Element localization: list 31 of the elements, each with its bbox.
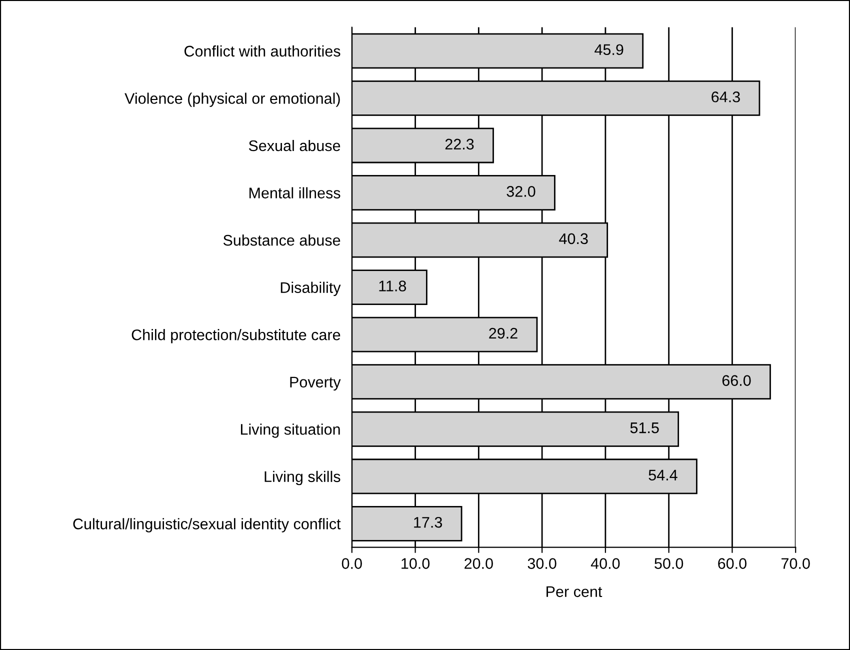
data-label: 51.5 <box>630 422 659 434</box>
y-tick-label: Conflict with authorities <box>184 45 340 57</box>
x-tick-label: 40.0 <box>590 558 620 569</box>
data-label: 17.3 <box>414 516 442 528</box>
y-tick-label: Mental illness <box>249 187 340 198</box>
data-label: 11.8 <box>379 280 406 292</box>
data-label: 64.3 <box>712 91 740 102</box>
data-label: 29.2 <box>489 328 518 339</box>
x-tick-label: 60.0 <box>718 558 746 569</box>
data-label: 45.9 <box>594 44 624 56</box>
data-label: 32.0 <box>506 186 536 197</box>
x-tick-label: 30.0 <box>528 558 556 569</box>
y-tick-label: Substance abuse <box>223 234 340 246</box>
x-tick-label: 10.0 <box>402 558 430 569</box>
y-tick-label: Living situation <box>240 424 340 438</box>
data-label: 40.3 <box>559 233 588 244</box>
data-label: 22.3 <box>445 138 474 150</box>
x-tick-label: 20.0 <box>464 558 493 569</box>
y-tick-label: Child protection/substitute care <box>132 329 340 344</box>
data-label: 66.0 <box>722 375 751 386</box>
x-tick-label: 50.0 <box>654 558 684 569</box>
data-label: 54.4 <box>648 470 678 480</box>
x-tick-label: 0.0 <box>342 558 362 569</box>
y-tick-label: Living skills <box>264 470 340 486</box>
y-tick-label: Violence (physical or emotional) <box>124 92 340 107</box>
y-tick-label: Sexual abuse <box>248 140 340 152</box>
y-tick-label: Poverty <box>290 376 341 391</box>
y-tick-label: Cultural/linguistic/sexual identity conflict <box>73 518 341 532</box>
x-axis-title: Per cent <box>546 586 602 598</box>
y-tick-label: Disability <box>280 282 341 296</box>
x-tick-label: 70.0 <box>782 558 810 569</box>
